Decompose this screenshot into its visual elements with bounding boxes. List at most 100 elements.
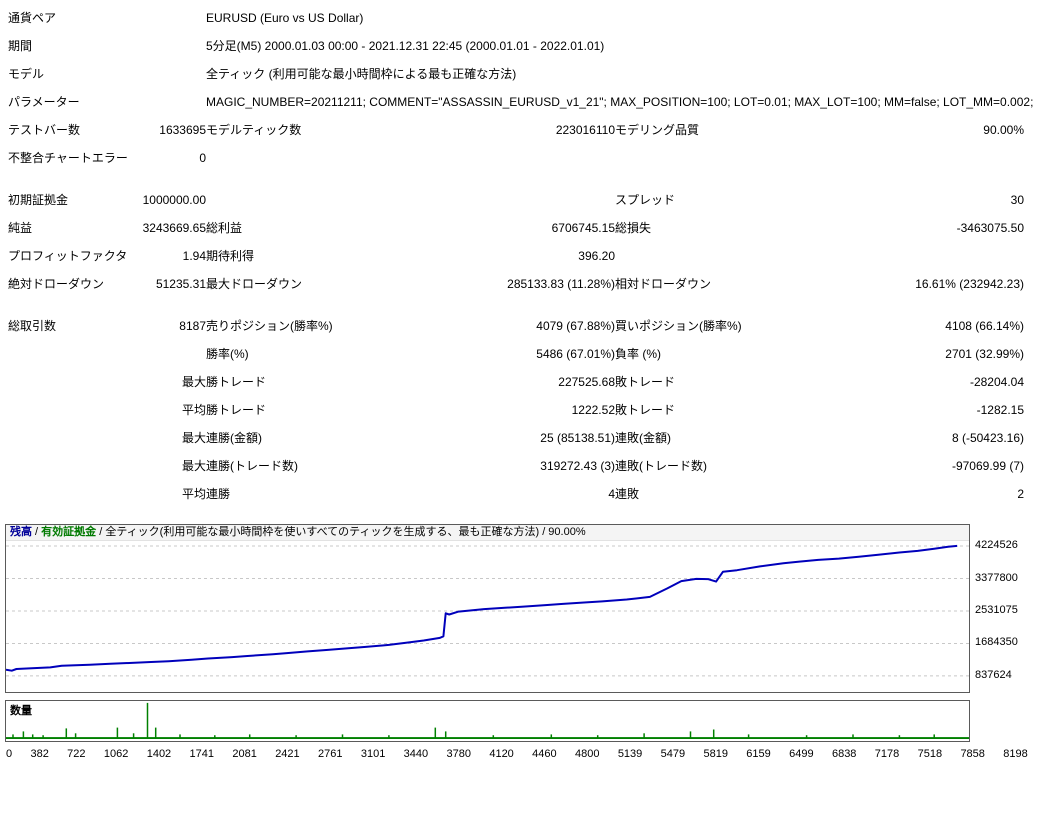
- label-profit-factor: プロフィットファクタ: [8, 249, 128, 263]
- value-consecutive-losses-count: -97069.99 (7): [951, 459, 1024, 473]
- x-axis-label: 1741: [189, 748, 215, 760]
- y-axis-label: 3377800: [975, 571, 1018, 584]
- label-consecutive-losses-amount: 連敗(金額): [615, 431, 671, 445]
- qualifier-largest: 最大: [181, 375, 206, 389]
- label-gross-profit: 総利益: [206, 221, 243, 235]
- value-long-positions: 4108 (66.14%): [945, 319, 1024, 333]
- value-spread: 30: [1010, 193, 1024, 207]
- value-mismatched-errors: 0: [199, 151, 206, 165]
- cell-empty: [8, 480, 126, 508]
- value-largest-loss-trade: -28204.04: [969, 375, 1024, 389]
- legend-model-text: / 全ティック(利用可能な最小時間枠を使いすべてのティックを生成する、最も正確な…: [96, 526, 586, 538]
- chart-legend: 残高 / 有効証拠金 / 全ティック(利用可能な最小時間枠を使いすべてのティック…: [6, 525, 969, 541]
- x-axis-label: 0: [6, 748, 13, 760]
- value-consecutive-wins-amount: 25 (85138.51): [540, 431, 615, 445]
- value-short-positions: 4079 (67.88%): [536, 319, 615, 333]
- x-axis-label: 382: [30, 748, 49, 760]
- x-axis-label: 7178: [874, 748, 900, 760]
- row-average-consecutive: 平均 連勝 4 連敗 2: [8, 480, 1024, 508]
- value-ticks-modelled: 223016110: [555, 123, 615, 137]
- label-parameters: パラメーター: [8, 95, 80, 109]
- x-axis-label: 4460: [532, 748, 557, 760]
- cell-empty: [411, 144, 616, 172]
- row-drawdown: 絶対ドローダウン 51235.31 最大ドローダウン 285133.83 (11…: [8, 270, 1024, 298]
- value-currency-pair: EURUSD (Euro vs US Dollar): [206, 11, 364, 25]
- label-relative-drawdown: 相対ドローダウン: [615, 277, 712, 291]
- cell-empty: [126, 4, 206, 32]
- x-axis-label: 3780: [446, 748, 471, 760]
- x-axis-label: 7518: [917, 748, 943, 760]
- value-relative-drawdown: 16.61% (232942.23): [915, 277, 1024, 291]
- row-consecutive-count: 最大 連勝(トレード数) 319272.43 (3) 連敗(トレード数) -97…: [8, 452, 1024, 480]
- row-average-trade: 平均 勝トレード 1222.52 敗トレード -1282.15: [8, 396, 1024, 424]
- y-axis: 4224526 3377800 2531075 1684350 837624: [975, 524, 1035, 749]
- balance-chart-section: 残高 / 有効証拠金 / 全ティック(利用可能な最小時間枠を使いすべてのティック…: [0, 524, 1041, 774]
- value-expected-payoff: 396.20: [578, 249, 615, 263]
- label-consecutive-wins-count: 連勝(トレード数): [206, 459, 298, 473]
- qualifier-maximum: 最大: [181, 431, 206, 445]
- row-bars: テストバー数 1633695 モデルティック数 223016110 モデリング品…: [8, 116, 1024, 144]
- y-axis-label: 2531075: [975, 603, 1018, 616]
- backtest-report-page: 通貨ペア EURUSD (Euro vs US Dollar) 期間 5分足(M…: [0, 4, 1041, 774]
- cell-empty: [126, 32, 206, 60]
- value-total-trades: 8187: [179, 319, 206, 333]
- label-net-profit: 純益: [8, 221, 33, 235]
- x-axis-label: 3101: [360, 748, 386, 760]
- x-axis-label: 2081: [232, 748, 257, 760]
- value-parameters: MAGIC_NUMBER=20211211; COMMENT="ASSASSIN…: [206, 95, 1034, 109]
- row-consecutive-amount: 最大 連勝(金額) 25 (85138.51) 連敗(金額) 8 (-50423…: [8, 424, 1024, 452]
- row-largest-trade: 最大 勝トレード 227525.68 敗トレード -28204.04: [8, 368, 1024, 396]
- label-mismatched-errors: 不整合チャートエラー: [8, 151, 128, 165]
- x-axis-label: 5139: [617, 748, 643, 760]
- qualifier-maximum: 最大: [181, 459, 206, 473]
- label-profit-trades: 勝率(%): [206, 347, 249, 361]
- legend-separator: /: [32, 526, 42, 538]
- value-absolute-drawdown: 51235.31: [155, 277, 206, 291]
- spacer-row: [8, 298, 1024, 312]
- label-ticks-modelled: モデルティック数: [206, 123, 302, 137]
- x-axis-label: 5819: [703, 748, 728, 760]
- row-net-profit: 純益 3243669.65 総利益 6706745.15 総損失 -346307…: [8, 214, 1024, 242]
- value-average-consecutive-losses: 2: [1017, 487, 1024, 501]
- x-axis: 0 382 722 1062 1402 1741 2081 2421 2761 3101 3440 3…: [6, 748, 1028, 760]
- value-average-loss-trade: -1282.15: [976, 403, 1024, 417]
- row-mismatch: 不整合チャートエラー 0: [8, 144, 1024, 172]
- x-axis-label: 7858: [960, 748, 985, 760]
- balance-curve-chart: [6, 544, 969, 677]
- x-axis-label: 6159: [746, 748, 771, 760]
- label-currency-pair: 通貨ペア: [8, 11, 57, 25]
- x-axis-label: 1062: [103, 748, 129, 760]
- value-maximal-drawdown: 285133.83 (11.28%): [507, 277, 615, 291]
- y-axis-label: 837624: [975, 668, 1012, 681]
- legend-balance-label: 残高: [10, 526, 32, 538]
- value-gross-loss: -3463075.50: [956, 221, 1024, 235]
- value-gross-profit: 6706745.15: [551, 221, 615, 235]
- balance-chart-panel: 残高 / 有効証拠金 / 全ティック(利用可能な最小時間枠を使いすべてのティック…: [5, 524, 970, 693]
- label-average-profit-trade: 勝トレード: [206, 403, 267, 417]
- y-axis-label: 1684350: [975, 636, 1018, 649]
- x-axis-label: 6499: [789, 748, 814, 760]
- cell-empty: [820, 144, 1025, 172]
- cell-empty: [8, 396, 126, 424]
- value-consecutive-losses-amount: 8 (-50423.16): [951, 431, 1024, 445]
- label-average-consecutive-wins: 連勝: [206, 487, 231, 501]
- cell-empty: [8, 452, 126, 480]
- cell-empty: [206, 186, 411, 214]
- x-axis-label: 3440: [403, 748, 429, 760]
- label-gross-loss: 総損失: [615, 221, 652, 235]
- row-initial-deposit: 初期証拠金 1000000.00 スプレッド 30: [8, 186, 1024, 214]
- value-model: 全ティック (利用可能な最小時間枠による最も正確な方法): [206, 67, 517, 81]
- label-loss-trades: 負率 (%): [615, 347, 661, 361]
- cell-empty: [126, 60, 206, 88]
- x-axis-label: 722: [67, 748, 86, 760]
- label-long-positions: 買いポジション(勝率%): [615, 319, 742, 333]
- volume-chart-panel: 数量: [5, 700, 970, 742]
- value-average-profit-trade: 1222.52: [571, 403, 615, 417]
- label-bars-in-test: テストバー数: [8, 123, 81, 137]
- row-win-rate: 勝率(%) 5486 (67.01%) 負率 (%) 2701 (32.99%): [8, 340, 1024, 368]
- row-period: 期間 5分足(M5) 2000.01.03 00:00 - 2021.12.31…: [8, 32, 1024, 60]
- value-modelling-quality: 90.00%: [983, 123, 1024, 137]
- value-consecutive-wins-count: 319272.43 (3): [540, 459, 615, 473]
- label-expected-payoff: 期待利得: [206, 249, 255, 263]
- x-axis-label: 1402: [146, 748, 172, 760]
